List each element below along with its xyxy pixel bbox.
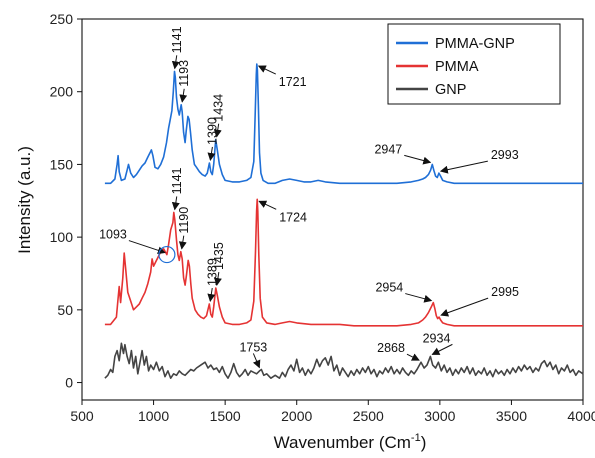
series-layer xyxy=(104,63,584,379)
plot-frame xyxy=(81,18,584,401)
legend-label: PMMA-GNP xyxy=(435,36,515,52)
y-tick-label: 0 xyxy=(65,375,73,391)
peak-label: 2934 xyxy=(423,331,451,345)
x-tick-label: 3000 xyxy=(424,408,455,424)
peak-label: 1435 xyxy=(212,242,226,270)
peak-arrow xyxy=(207,287,216,303)
series-line-pmma xyxy=(104,198,583,327)
y-tick-label: 100 xyxy=(50,229,74,245)
x-tick-label: 1000 xyxy=(138,408,169,424)
peak-arrow xyxy=(252,353,261,369)
peak-label: 1753 xyxy=(239,340,267,354)
peak-label: 1724 xyxy=(279,210,307,224)
y-tick-label: 250 xyxy=(50,11,74,27)
peak-label: 1390 xyxy=(205,117,219,145)
peak-label: 2868 xyxy=(377,341,405,355)
x-axis-label: Wavenumber (Cm-1) xyxy=(274,432,427,452)
peak-label: 2993 xyxy=(491,148,519,162)
peak-arrow xyxy=(213,271,222,287)
peak-label: 1190 xyxy=(177,207,191,234)
x-tick-label: 500 xyxy=(70,408,94,424)
peak-arrow xyxy=(439,160,488,174)
legend-label: PMMA xyxy=(435,59,479,75)
peak-arrow xyxy=(179,88,188,103)
series-line-gnp xyxy=(104,342,584,379)
peak-label: 2954 xyxy=(375,281,403,295)
legend: PMMA-GNP PMMA GNP xyxy=(387,23,561,105)
peak-arrow xyxy=(178,235,187,250)
peak-arrow xyxy=(171,55,180,70)
peak-arrow xyxy=(431,343,453,355)
peak-arrow xyxy=(406,353,420,361)
peak-highlight-circle xyxy=(158,245,176,264)
peak-label: 1721 xyxy=(279,75,307,89)
peak-arrow xyxy=(440,297,489,317)
x-tick-label: 4000 xyxy=(567,408,595,424)
x-tick-label: 2500 xyxy=(353,408,384,424)
peak-label: 2995 xyxy=(491,285,519,299)
x-tick-label: 2000 xyxy=(281,408,312,424)
legend-label: GNP xyxy=(435,82,466,98)
y-tick-label: 50 xyxy=(57,302,73,318)
peak-arrow xyxy=(207,146,216,161)
y-tick-label: 200 xyxy=(50,84,74,100)
tick-layer: 500 1000 1500 2000 2500 3000 3500 4000 0 50 100 150… xyxy=(50,11,595,424)
series-line-pmma-gnp xyxy=(104,63,583,185)
peak-arrow xyxy=(404,154,432,165)
peak-label: 1141 xyxy=(170,26,184,53)
peak-arrow xyxy=(405,293,433,303)
peak-label: 1093 xyxy=(99,228,127,242)
x-tick-label: 3500 xyxy=(496,408,527,424)
peak-label: 1434 xyxy=(212,94,226,122)
legend-box xyxy=(387,23,561,105)
y-tick-label: 150 xyxy=(50,156,74,172)
peak-arrow xyxy=(171,196,180,211)
peak-label: 1141 xyxy=(170,167,184,194)
peak-arrow xyxy=(257,65,276,75)
peak-label: 2947 xyxy=(374,142,402,156)
x-tick-label: 1500 xyxy=(210,408,241,424)
peak-arrow xyxy=(128,240,166,255)
peak-arrow xyxy=(213,123,222,138)
y-axis-label: Intensity (a.u.) xyxy=(15,146,34,254)
peak-arrow xyxy=(258,200,277,210)
peak-label: 1193 xyxy=(177,60,191,87)
plot-border xyxy=(81,18,584,401)
